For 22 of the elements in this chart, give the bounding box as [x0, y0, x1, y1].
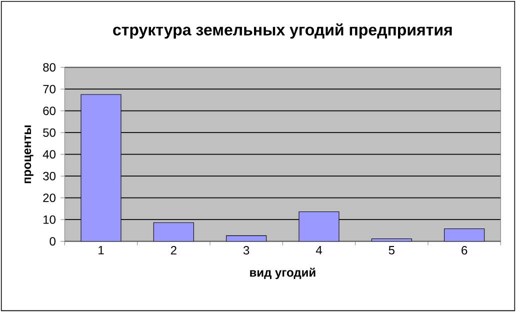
y-tick-label: 60	[43, 106, 56, 116]
x-tick-label: 4	[316, 246, 322, 254]
x-tick-label: 1	[98, 246, 104, 254]
bar	[298, 211, 340, 242]
x-tick-label: 3	[243, 246, 250, 255]
bar	[80, 94, 122, 242]
x-axis-title: вид угодий	[250, 268, 316, 280]
x-tick-label: 6	[462, 246, 468, 255]
y-tick-label: 20	[43, 194, 56, 202]
y-tick-label: 30	[43, 172, 56, 180]
y-tick-label: 80	[43, 63, 56, 72]
chart-title: структура земельных угодий предприятия	[113, 23, 452, 39]
x-tick-label: 5	[388, 246, 394, 254]
y-tick-label: 70	[43, 84, 56, 94]
y-tick-label: 40	[42, 150, 56, 159]
bar	[153, 222, 194, 242]
bar	[444, 228, 485, 242]
x-tick-label: 2	[170, 246, 176, 254]
y-tick-label: 10	[44, 215, 56, 224]
y-axis-title: проценты	[24, 126, 34, 184]
y-tick-label: 50	[43, 128, 56, 137]
y-tick-label: 0	[50, 237, 56, 246]
